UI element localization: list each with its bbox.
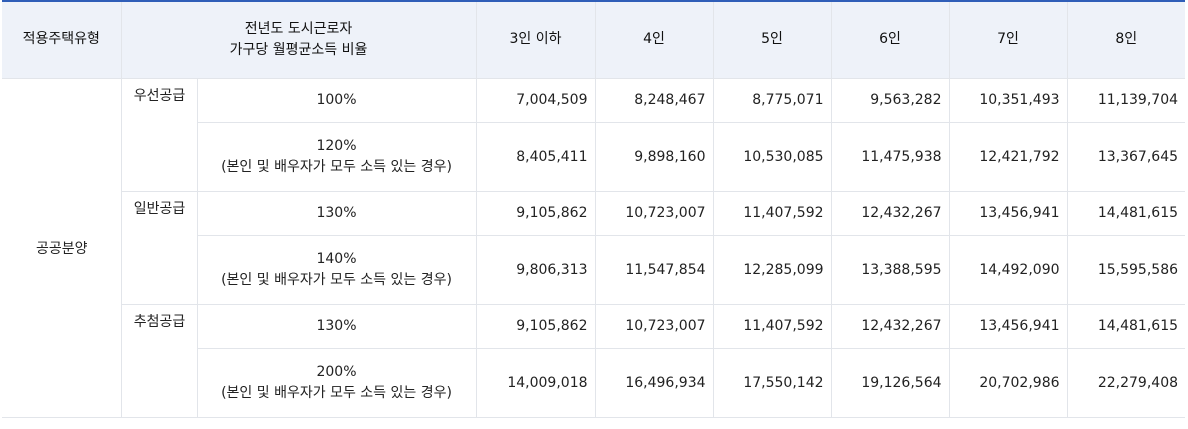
ratio-percent: 200% — [316, 363, 357, 380]
value-cell: 22,279,408 — [1066, 347, 1186, 418]
value-cell: 9,898,160 — [594, 121, 714, 192]
table-row: 일반공급 130% 9,105,862 10,723,007 11,407,59… — [2, 190, 1186, 305]
value-cell: 11,139,704 — [1066, 77, 1186, 123]
table-row: 120% (본인 및 배우자가 모두 소득 있는 경우) 8,405,411 9… — [2, 121, 1186, 192]
value-cell: 15,595,586 — [1066, 234, 1186, 305]
value-cell: 10,530,085 — [712, 121, 832, 192]
income-criteria-table: 적용주택유형 전년도 도시근로자 가구당 월평균소득 비율 3인 이하 4인 5… — [2, 0, 1186, 418]
value-cell: 11,407,592 — [712, 190, 832, 236]
header-housing-type: 적용주택유형 — [2, 0, 122, 79]
supply-type-cell: 우선공급 — [120, 77, 198, 192]
value-cell: 14,481,615 — [1066, 190, 1186, 236]
value-cell: 12,285,099 — [712, 234, 832, 305]
value-cell: 14,481,615 — [1066, 303, 1186, 349]
header-income-ratio-line2: 가구당 월평균소득 비율 — [229, 41, 368, 58]
table-row: 140% (본인 및 배우자가 모두 소득 있는 경우) 9,806,313 1… — [2, 234, 1186, 305]
ratio-percent: 140% — [316, 250, 357, 267]
ratio-cell: 200% (본인 및 배우자가 모두 소득 있는 경우) — [197, 347, 477, 418]
header-7-persons: 7인 — [948, 0, 1068, 79]
ratio-note: (본인 및 배우자가 모두 소득 있는 경우) — [221, 158, 452, 175]
header-5-persons: 5인 — [712, 0, 832, 79]
supply-type-cell: 일반공급 — [121, 190, 198, 305]
value-cell: 20,702,986 — [948, 347, 1068, 418]
value-cell: 14,009,018 — [475, 347, 596, 418]
header-6-persons: 6인 — [830, 0, 950, 79]
header-row: 적용주택유형 전년도 도시근로자 가구당 월평균소득 비율 3인 이하 4인 5… — [2, 0, 1186, 79]
ratio-cell: 130% — [196, 303, 477, 349]
ratio-percent: 130% — [316, 317, 357, 334]
value-cell: 9,105,862 — [475, 303, 596, 349]
value-cell: 9,105,862 — [475, 190, 596, 236]
ratio-percent: 130% — [316, 204, 357, 221]
value-cell: 10,723,007 — [594, 190, 714, 236]
value-cell: 9,806,313 — [475, 234, 596, 305]
header-income-ratio: 전년도 도시근로자 가구당 월평균소득 비율 — [120, 0, 477, 79]
table-row: 공공분양 우선공급 100% 7,004,509 8,248,467 8,775… — [2, 77, 1186, 418]
value-cell: 10,351,493 — [948, 77, 1068, 123]
value-cell: 8,248,467 — [594, 77, 714, 123]
value-cell: 17,550,142 — [712, 347, 832, 418]
ratio-percent: 100% — [316, 91, 357, 108]
ratio-note: (본인 및 배우자가 모두 소득 있는 경우) — [221, 271, 452, 288]
ratio-cell: 100% — [196, 77, 477, 123]
value-cell: 16,496,934 — [594, 347, 714, 418]
value-cell: 19,126,564 — [830, 347, 950, 418]
value-cell: 7,004,509 — [475, 77, 596, 123]
value-cell: 12,421,792 — [948, 121, 1068, 192]
header-8-persons: 8인 — [1066, 0, 1186, 79]
value-cell: 12,432,267 — [830, 190, 950, 236]
ratio-note: (본인 및 배우자가 모두 소득 있는 경우) — [221, 384, 452, 401]
ratio-cell: 130% — [196, 190, 477, 236]
housing-type-cell: 공공분양 — [2, 77, 122, 418]
value-cell: 11,407,592 — [712, 303, 832, 349]
value-cell: 10,723,007 — [594, 303, 714, 349]
value-cell: 13,388,595 — [830, 234, 950, 305]
ratio-cell: 140% (본인 및 배우자가 모두 소득 있는 경우) — [197, 234, 477, 305]
value-cell: 14,492,090 — [948, 234, 1068, 305]
value-cell: 13,456,941 — [948, 303, 1068, 349]
supply-type-cell: 추첨공급 — [121, 303, 198, 418]
value-cell: 13,456,941 — [948, 190, 1068, 236]
value-cell: 11,547,854 — [594, 234, 714, 305]
ratio-cell: 120% (본인 및 배우자가 모두 소득 있는 경우) — [197, 121, 477, 192]
table-row: 추첨공급 130% 9,105,862 10,723,007 11,407,59… — [2, 303, 1186, 418]
value-cell: 12,432,267 — [830, 303, 950, 349]
ratio-percent: 120% — [316, 137, 357, 154]
header-3-or-fewer: 3인 이하 — [475, 0, 596, 79]
header-income-ratio-line1: 전년도 도시근로자 — [244, 20, 353, 37]
value-cell: 8,775,071 — [712, 77, 832, 123]
value-cell: 8,405,411 — [475, 121, 596, 192]
value-cell: 9,563,282 — [830, 77, 950, 123]
value-cell: 11,475,938 — [830, 121, 950, 192]
table-row: 200% (본인 및 배우자가 모두 소득 있는 경우) 14,009,018 … — [2, 347, 1186, 418]
header-4-persons: 4인 — [594, 0, 714, 79]
value-cell: 13,367,645 — [1066, 121, 1186, 192]
